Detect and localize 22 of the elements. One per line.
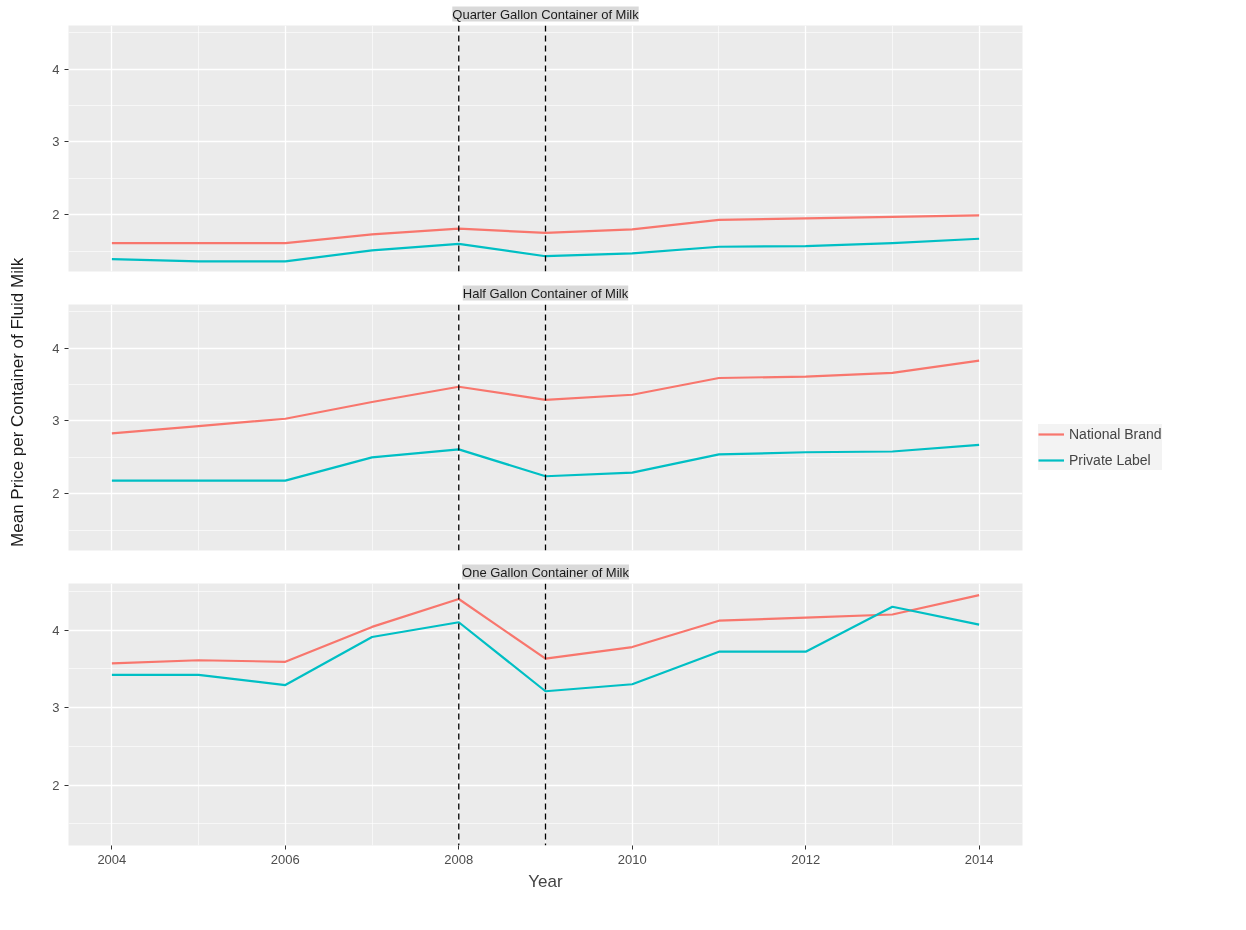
x-tick-label: 2008 — [444, 851, 474, 867]
y-tick-label: 4 — [52, 622, 60, 638]
chart-title: Half Gallon Container of Milk — [462, 285, 629, 301]
y-tick-label: 3 — [52, 134, 60, 150]
chart-title: Quarter Gallon Container of Milk — [452, 6, 640, 22]
y-tick-label: 3 — [52, 413, 60, 429]
x-tick-label: 2012 — [791, 851, 821, 867]
y-tick-label: 3 — [52, 700, 60, 716]
x-tick-label: 2006 — [270, 851, 300, 867]
legend-label: Private Label — [1069, 451, 1151, 468]
x-tick-label: 2014 — [964, 851, 994, 867]
legend-label: National Brand — [1069, 425, 1162, 442]
y-tick-label: 2 — [52, 777, 60, 793]
x-tick-label: 2004 — [97, 851, 127, 867]
chart-title: One Gallon Container of Milk — [462, 564, 630, 580]
y-tick-label: 2 — [52, 207, 60, 223]
y-tick-label: 4 — [52, 61, 60, 77]
x-tick-label: 2010 — [617, 851, 647, 867]
x-axis-title: Year — [528, 871, 564, 891]
y-tick-label: 4 — [52, 340, 60, 356]
y-tick-label: 2 — [52, 486, 60, 502]
y-axis-title: Mean Price per Container of Fluid Milk — [7, 257, 27, 547]
